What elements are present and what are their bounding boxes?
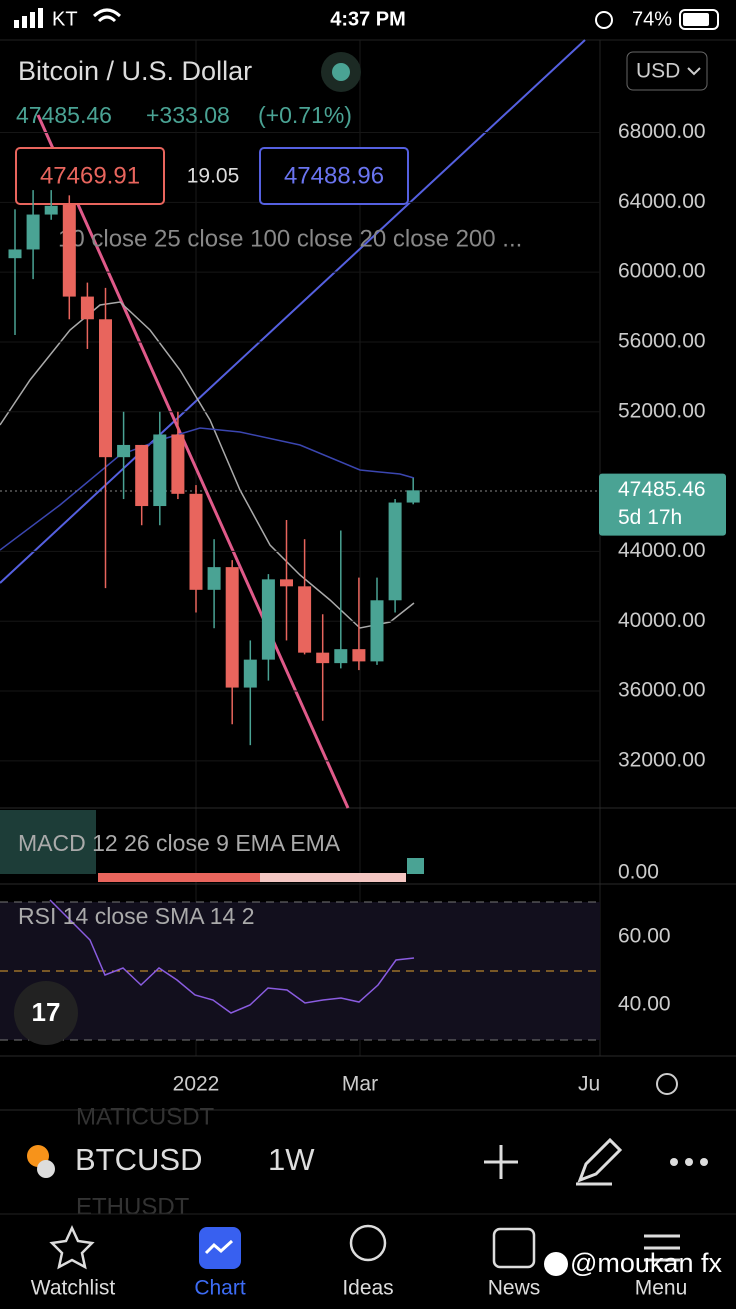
chevron — [687, 67, 701, 76]
y-tick-label: 36000.00 — [618, 679, 706, 702]
currency-button[interactable] — [626, 51, 708, 91]
trend-line — [0, 39, 586, 584]
candle-body — [243, 659, 257, 688]
tab-label[interactable]: Menu — [635, 1277, 688, 1300]
ghost-symbol: MATICUSDT — [76, 1103, 215, 1130]
clock: 4:37 PM — [330, 8, 406, 30]
y-tick-label: 64000.00 — [618, 190, 706, 213]
y-tick-label: 32000.00 — [618, 748, 706, 771]
x-label: Ju — [578, 1073, 600, 1096]
candle-body — [8, 249, 22, 259]
y-tick-label: 60000.00 — [618, 260, 706, 283]
more-button[interactable] — [670, 1158, 708, 1166]
candle-body — [44, 205, 58, 215]
indicator-legend: 10 close 25 close 100 close 20 close 200… — [58, 225, 522, 252]
battery-icon — [679, 9, 719, 30]
battery-level — [683, 13, 709, 26]
tab-label[interactable]: Ideas — [342, 1277, 393, 1300]
trend-line — [36, 114, 350, 809]
candle-body — [26, 214, 40, 250]
y-tick-label: 40000.00 — [618, 609, 706, 632]
x-label: 2022 — [173, 1073, 220, 1096]
candle-body — [80, 296, 94, 320]
tab-label[interactable]: News — [488, 1277, 541, 1300]
rsi-line — [49, 899, 415, 1014]
draw-button[interactable] — [576, 1137, 623, 1186]
settings-icon[interactable] — [656, 1073, 678, 1095]
candle-body — [298, 586, 312, 653]
y-tick-label: 68000.00 — [618, 120, 706, 143]
symbol-title: Bitcoin / U.S. Dollar — [18, 56, 252, 86]
rsi-tick: 60.00 — [618, 925, 671, 948]
news-icon[interactable] — [492, 1227, 536, 1269]
macd-tick: 0.00 — [618, 861, 659, 884]
sell-button[interactable] — [15, 147, 165, 205]
candle-body — [62, 204, 76, 297]
y-tick-label: 52000.00 — [618, 399, 706, 422]
moving-average — [0, 427, 415, 551]
buy-button[interactable] — [259, 147, 409, 205]
spread: 19.05 — [187, 165, 240, 188]
candle-body — [388, 502, 402, 601]
macd-histogram — [260, 873, 406, 882]
candle-body — [99, 319, 112, 458]
usd-icon — [37, 1160, 55, 1178]
ghost-symbol: ETHUSDT — [76, 1193, 190, 1220]
tv-logo-mark: 17 — [32, 997, 61, 1027]
y-tick-label: 56000.00 — [618, 330, 706, 353]
symbol[interactable]: BTCUSD — [75, 1142, 202, 1177]
candle-body — [207, 567, 221, 590]
chart-icon[interactable] — [199, 1227, 241, 1269]
candle-body — [280, 579, 293, 587]
change: +333.08 — [146, 102, 230, 128]
y-tick-label: 44000.00 — [618, 539, 706, 562]
change-pct: (+0.71%) — [258, 102, 352, 128]
moving-average — [0, 301, 415, 629]
candle-body — [171, 434, 185, 494]
menu-icon[interactable] — [644, 1234, 680, 1262]
candle-body — [370, 600, 384, 662]
watchlist-icon[interactable] — [49, 1225, 95, 1270]
carrier: KT — [52, 8, 78, 30]
currency[interactable]: USD — [636, 60, 680, 83]
candle-body — [189, 493, 203, 590]
chart-icon-line — [204, 1239, 234, 1255]
facebook-icon — [544, 1252, 568, 1276]
rsi-tick: 40.00 — [618, 993, 671, 1016]
countdown: 5d 17h — [618, 506, 682, 529]
macd-histogram — [407, 858, 424, 874]
candle-body — [334, 649, 348, 664]
wifi-icon — [92, 8, 122, 23]
candle-body — [352, 649, 366, 662]
last-price-box — [599, 473, 726, 536]
tab-label[interactable]: Watchlist — [31, 1277, 116, 1300]
tab-label[interactable]: Chart — [194, 1277, 246, 1300]
signal-icon — [14, 8, 43, 28]
candle-body — [406, 490, 420, 503]
last-price: 47485.46 — [618, 478, 706, 501]
macd-label: MACD 12 26 close 9 EMA EMA — [18, 830, 341, 856]
bid[interactable]: 47469.91 — [40, 162, 140, 189]
ask[interactable]: 47488.96 — [284, 162, 384, 189]
macd-histogram — [98, 873, 406, 882]
macd-bg — [0, 810, 96, 874]
x-label: Mar — [342, 1073, 378, 1096]
add-button[interactable] — [484, 1145, 518, 1179]
lock-icon — [595, 11, 613, 29]
price: 47485.46 — [16, 102, 112, 128]
rsi-label: RSI 14 close SMA 14 2 — [18, 903, 255, 929]
interval[interactable]: 1W — [268, 1142, 315, 1177]
watermark: @moukan fx — [570, 1248, 722, 1278]
tv-logo[interactable] — [14, 981, 78, 1045]
battery-text: 74% — [632, 8, 672, 30]
candle-body — [261, 579, 275, 660]
candle-body — [135, 444, 149, 507]
market-dot — [332, 63, 350, 81]
candle-body — [153, 434, 167, 507]
candle-body — [117, 444, 131, 458]
candle-body — [316, 652, 330, 664]
ideas-icon[interactable] — [349, 1224, 387, 1262]
candle-body — [225, 567, 239, 688]
